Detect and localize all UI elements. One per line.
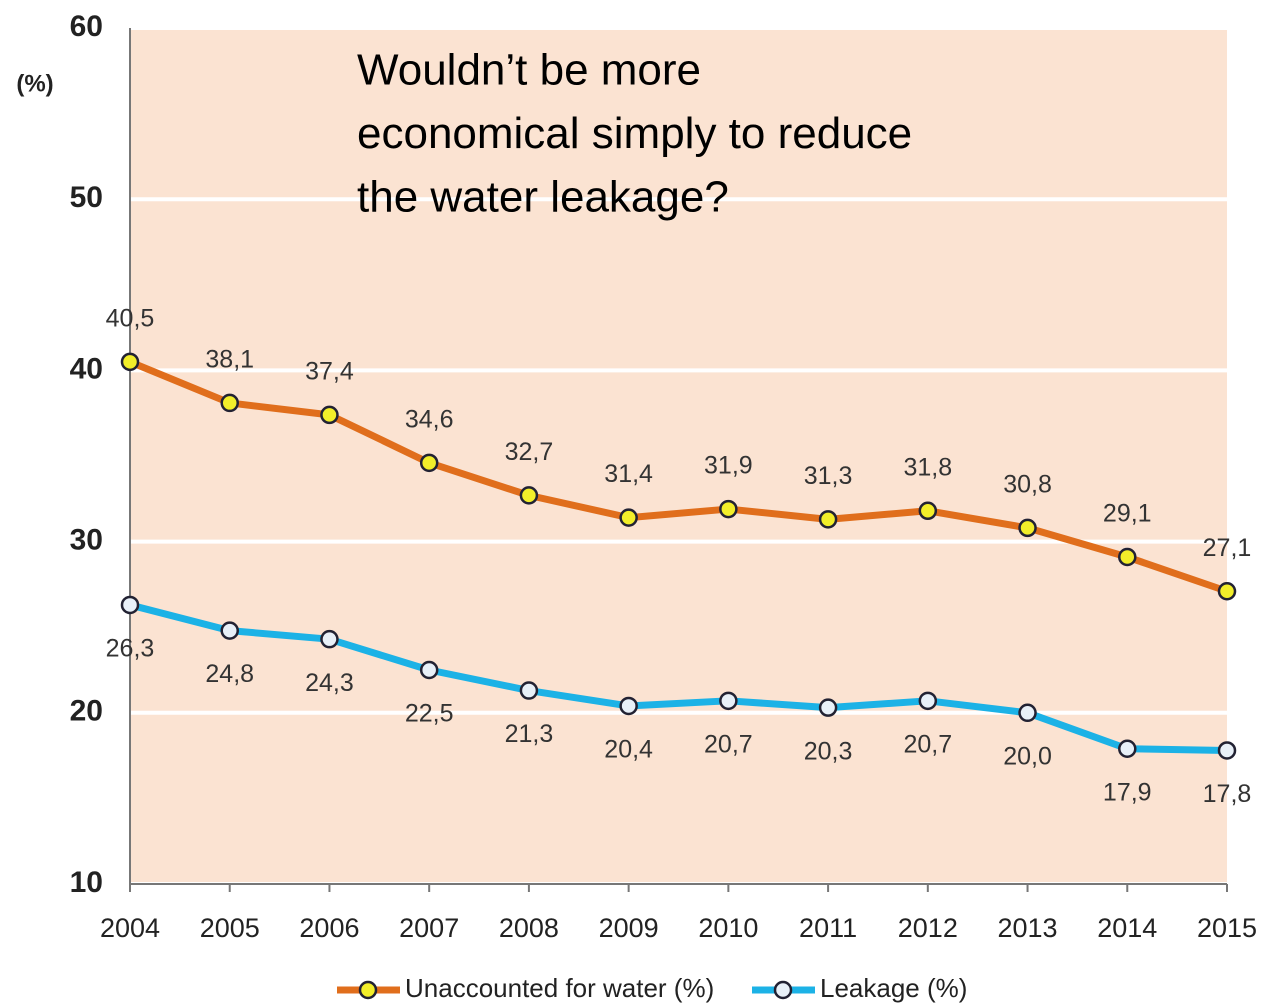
x-tick-label: 2009	[599, 913, 659, 943]
data-label: 40,5	[106, 304, 155, 332]
data-label: 29,1	[1103, 500, 1152, 528]
data-label: 31,3	[804, 462, 853, 490]
marker	[1118, 739, 1137, 759]
data-label: 32,7	[505, 438, 554, 466]
x-tick-label: 2007	[399, 913, 459, 943]
data-label: 26,3	[106, 635, 155, 663]
marker	[519, 681, 539, 700]
series-line	[128, 358, 1229, 595]
y-tick-label: 60	[70, 10, 103, 43]
marker	[220, 393, 239, 413]
y-axis-label: (%)	[16, 70, 53, 97]
marker	[419, 453, 439, 473]
marker	[120, 595, 140, 615]
y-tick-label: 40	[70, 352, 103, 385]
marker	[719, 691, 738, 711]
x-tick-label: 2011	[799, 913, 857, 943]
marker	[1018, 703, 1037, 723]
marker	[1018, 518, 1037, 538]
marker	[818, 510, 838, 529]
data-label: 20,4	[604, 736, 653, 764]
marker	[918, 501, 938, 521]
data-label: 17,9	[1103, 778, 1152, 806]
x-tick-label: 2012	[898, 913, 958, 943]
legend-marker	[773, 980, 793, 1000]
data-label: 20,7	[704, 730, 753, 758]
data-label: 34,6	[405, 405, 454, 433]
marker	[918, 691, 938, 711]
data-label: 20,0	[1003, 742, 1052, 770]
legend-item: Leakage (%)	[752, 973, 967, 1003]
annotation: economical simply to reduce	[357, 109, 912, 158]
x-tick-label: 2014	[1097, 913, 1157, 943]
data-label: 27,1	[1203, 534, 1252, 562]
marker	[619, 696, 638, 716]
data-label: 20,3	[804, 737, 853, 765]
marker	[1217, 741, 1237, 760]
marker	[120, 352, 140, 372]
series-line	[129, 601, 1228, 754]
data-label: 22,5	[405, 700, 454, 728]
marker	[619, 508, 638, 527]
x-tick-label: 2008	[499, 913, 559, 943]
plot-background	[130, 28, 1227, 884]
data-label: 38,1	[205, 346, 254, 374]
data-label: 24,8	[205, 660, 254, 688]
annotation: the water leakage?	[357, 173, 729, 222]
data-label: 21,3	[505, 720, 554, 748]
data-label: 31,9	[704, 452, 753, 480]
marker	[1118, 547, 1137, 567]
y-tick-label: 30	[70, 524, 103, 557]
annotation: Wouldn’t be more	[357, 46, 701, 95]
x-tick-label: 2004	[100, 913, 160, 943]
y-tick-label: 10	[70, 866, 103, 899]
data-label: 31,8	[903, 453, 952, 481]
legend-marker	[358, 980, 378, 1000]
legend-item: Unaccounted for water (%)	[337, 973, 714, 1003]
data-label: 20,7	[903, 730, 952, 758]
marker	[719, 499, 738, 519]
legend-label: Leakage (%)	[820, 973, 967, 1003]
x-tick-label: 2013	[998, 913, 1058, 943]
marker	[519, 486, 539, 505]
x-tick-label: 2010	[698, 913, 758, 943]
marker	[818, 698, 838, 717]
data-label: 24,3	[305, 669, 354, 697]
data-label: 30,8	[1003, 471, 1052, 499]
x-tick-label: 2005	[200, 913, 260, 943]
legend-label: Unaccounted for water (%)	[405, 973, 714, 1003]
marker	[320, 405, 339, 425]
x-tick-label: 2015	[1197, 913, 1257, 943]
marker	[320, 629, 339, 649]
data-label: 37,4	[305, 358, 354, 386]
marker	[1217, 581, 1237, 601]
y-tick-label: 20	[70, 695, 103, 728]
marker	[220, 621, 239, 640]
data-label: 17,8	[1203, 780, 1252, 808]
x-tick-label: 2006	[299, 913, 359, 943]
y-tick-label: 50	[70, 181, 103, 214]
marker	[419, 660, 439, 680]
data-label: 31,4	[604, 460, 653, 488]
